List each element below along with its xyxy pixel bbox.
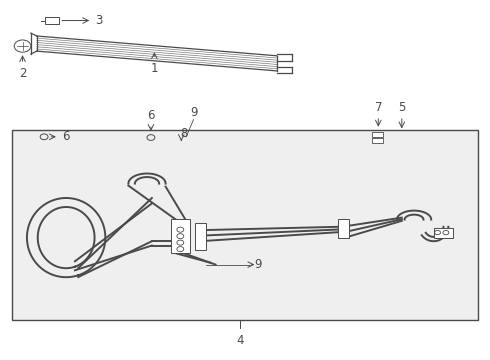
Text: 1: 1: [150, 62, 158, 75]
Text: 2: 2: [19, 67, 26, 80]
FancyBboxPatch shape: [434, 228, 453, 238]
FancyBboxPatch shape: [372, 132, 383, 137]
Text: 6: 6: [147, 109, 155, 122]
Text: 3: 3: [96, 14, 103, 27]
Text: 5: 5: [398, 102, 406, 114]
Text: 8: 8: [180, 127, 188, 140]
Text: 7: 7: [374, 102, 382, 114]
FancyBboxPatch shape: [171, 219, 190, 253]
Text: 9: 9: [254, 258, 261, 271]
Text: 9: 9: [190, 106, 197, 119]
FancyBboxPatch shape: [12, 130, 478, 320]
Text: 4: 4: [236, 334, 244, 347]
Text: 6: 6: [62, 130, 70, 143]
FancyBboxPatch shape: [45, 17, 59, 24]
FancyBboxPatch shape: [372, 138, 383, 143]
FancyBboxPatch shape: [338, 219, 349, 238]
FancyBboxPatch shape: [195, 223, 206, 250]
